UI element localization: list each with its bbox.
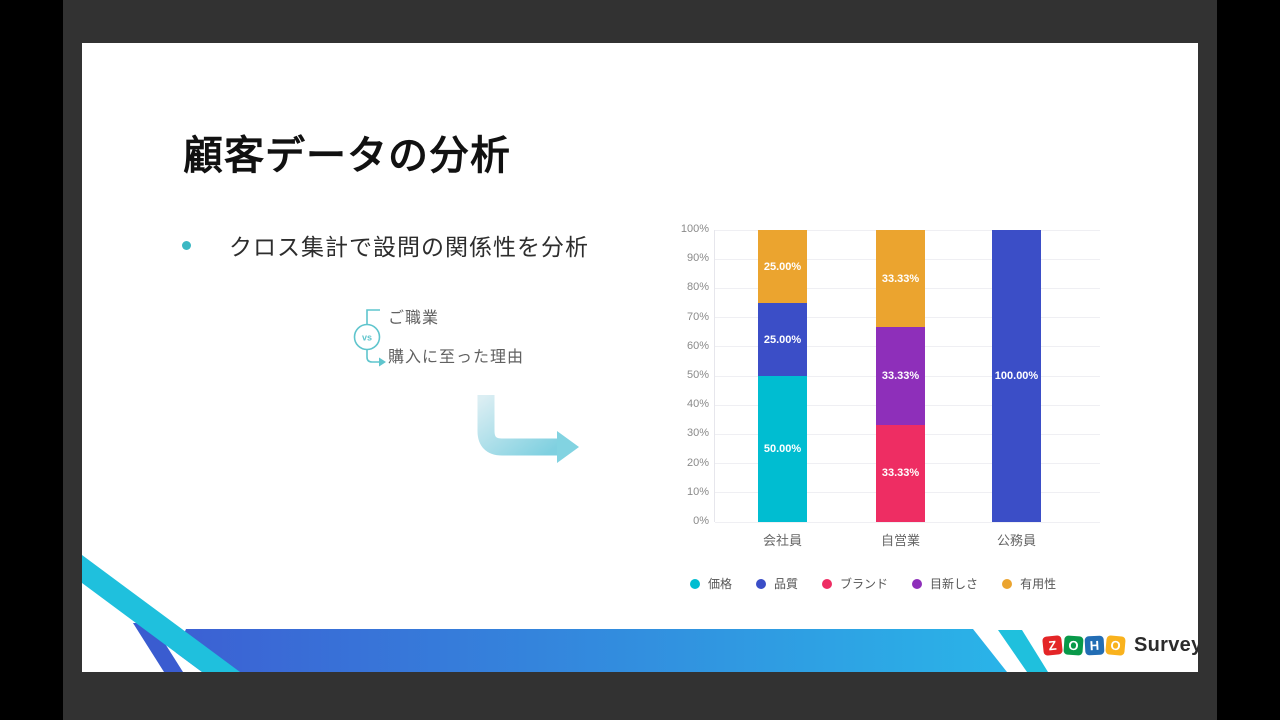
gridline bbox=[715, 521, 1100, 523]
chart-plot: 0% 10% 20% 30% 40% 50% 60% 70% 80% 90% 100% 50.00% 2… bbox=[681, 223, 1100, 548]
zoho-tile: Z bbox=[1042, 635, 1063, 656]
legend-item: 品質 bbox=[756, 575, 798, 592]
zoho-tile: H bbox=[1084, 635, 1105, 656]
slide-frame: 顧客データの分析 クロス集計で設問の関係性を分析 vs ご職業 購入に至った理由 bbox=[63, 0, 1217, 720]
bullet-text: クロス集計で設問の関係性を分析 bbox=[229, 234, 589, 260]
legend-dot-icon bbox=[1002, 578, 1013, 589]
bar-segment: 33.33% bbox=[876, 327, 925, 425]
bar-segment-value: 100.00% bbox=[994, 370, 1039, 382]
legend-item: 価格 bbox=[690, 575, 732, 592]
left-cyan-stripe bbox=[82, 555, 240, 672]
y-axis-tick: 100% bbox=[680, 223, 709, 235]
left-blue-stripe bbox=[133, 623, 183, 672]
bottom-decoration bbox=[82, 555, 1048, 672]
bar-segment-value: 25.00% bbox=[763, 260, 802, 273]
footer-band bbox=[167, 629, 1007, 672]
vs-badge: vs bbox=[362, 333, 372, 343]
flow-arrow-icon bbox=[477, 395, 579, 463]
right-cyan-stripe bbox=[998, 630, 1048, 672]
bar-segment: 33.33% bbox=[876, 424, 925, 522]
bar-segment: 25.00% bbox=[758, 303, 807, 376]
bar-segment: 25.00% bbox=[758, 230, 807, 303]
y-axis-tick: 10% bbox=[686, 485, 709, 498]
y-axis-tick: 90% bbox=[686, 252, 709, 265]
bar-segment-value: 33.33% bbox=[881, 370, 920, 383]
logo-product-name: Survey bbox=[1134, 634, 1198, 656]
legend-item: 目新しさ bbox=[912, 575, 978, 592]
zoho-tile: O bbox=[1105, 635, 1126, 656]
x-axis-label: 公務員 bbox=[996, 533, 1036, 548]
legend-label: 品質 bbox=[774, 577, 799, 591]
bar-segment-value: 50.00% bbox=[763, 443, 802, 455]
y-axis-tick: 80% bbox=[686, 281, 709, 294]
vs-top-label: ご職業 bbox=[388, 310, 440, 327]
bar-segment: 50.00% bbox=[758, 376, 807, 522]
bullet-icon bbox=[182, 240, 191, 250]
x-axis-label: 会社員 bbox=[762, 533, 802, 548]
legend-dot-icon bbox=[912, 578, 923, 589]
legend-dot-icon bbox=[822, 578, 833, 589]
legend-item: 有用性 bbox=[1002, 575, 1056, 592]
cross-tab-chart: 0% 10% 20% 30% 40% 50% 60% 70% 80% 90% 100% 50.00% 2… bbox=[674, 215, 1134, 635]
gridline bbox=[715, 229, 1100, 231]
bar-segment-value: 33.33% bbox=[881, 467, 920, 480]
bar-segment-value: 25.00% bbox=[763, 333, 802, 346]
y-axis-tick: 50% bbox=[686, 369, 709, 381]
chart-legend: 価格 品質 ブランド 目新しさ 有用性 bbox=[674, 575, 1056, 592]
y-axis-tick: 0% bbox=[693, 515, 709, 527]
slide: 顧客データの分析 クロス集計で設問の関係性を分析 vs ご職業 購入に至った理由 bbox=[82, 43, 1198, 672]
page-title: 顧客データの分析 bbox=[183, 134, 511, 178]
bar-segment: 33.33% bbox=[876, 230, 925, 328]
legend-label: 価格 bbox=[708, 577, 733, 591]
x-axis-label: 自営業 bbox=[880, 533, 920, 548]
legend-dot-icon bbox=[690, 578, 700, 589]
legend-label: 有用性 bbox=[1020, 577, 1057, 591]
legend-label: 目新しさ bbox=[930, 577, 979, 591]
bullet-row: クロス集計で設問の関係性を分析 bbox=[182, 228, 589, 262]
legend-dot-icon bbox=[756, 578, 767, 589]
legend-label: ブランド bbox=[840, 577, 889, 591]
y-axis-tick: 30% bbox=[686, 427, 709, 440]
bar-segment-value: 33.33% bbox=[881, 272, 920, 285]
y-axis-tick: 40% bbox=[686, 398, 709, 411]
vs-connector-icon: vs bbox=[353, 309, 386, 367]
vs-bottom-label: 購入に至った理由 bbox=[388, 349, 525, 366]
y-axis-tick: 20% bbox=[686, 456, 709, 469]
y-axis-tick: 70% bbox=[686, 310, 709, 323]
zoho-tile: O bbox=[1063, 635, 1084, 656]
bar-segment: 100.00% bbox=[992, 230, 1041, 522]
legend-item: ブランド bbox=[822, 575, 888, 592]
y-axis-tick: 60% bbox=[686, 339, 709, 352]
